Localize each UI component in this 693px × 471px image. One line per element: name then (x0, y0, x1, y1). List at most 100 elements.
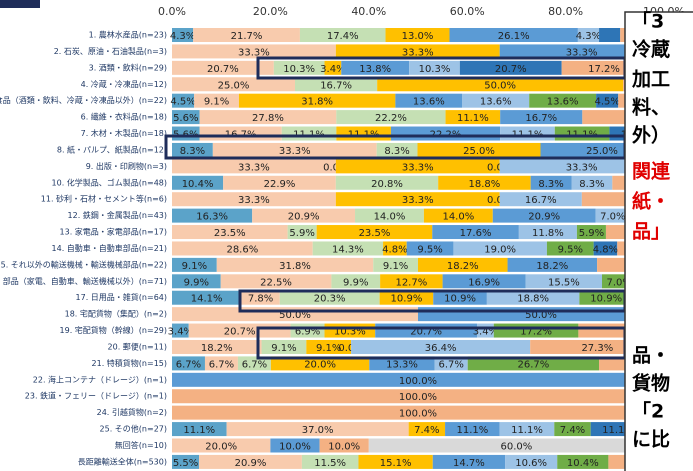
value-label: 33.3% (279, 146, 311, 157)
bar-segment (270, 356, 370, 371)
value-label: 100.0% (399, 392, 437, 403)
value-label: 14.0% (374, 212, 406, 223)
bar-segment (172, 225, 288, 240)
bar-segment (351, 339, 531, 354)
bar-segment (499, 422, 555, 437)
bar-segment (529, 93, 597, 108)
bar-segment (172, 389, 664, 404)
value-label: 10.4% (567, 458, 599, 469)
value-label: 14.3% (332, 244, 364, 255)
value-label: 9.9% (343, 277, 368, 288)
value-label: 5.6% (173, 113, 198, 124)
bar-segment (417, 142, 541, 157)
value-label: 100.0% (399, 409, 437, 420)
value-label: 8.3% (538, 179, 563, 190)
bar-segment (335, 175, 439, 190)
bar-segment (223, 175, 336, 190)
callout-line: 貨物 (632, 372, 670, 395)
value-label: 13.0% (402, 31, 434, 42)
value-label: 13.3% (386, 359, 418, 370)
value-label: 9.5% (558, 244, 583, 255)
value-label: 20.9% (288, 212, 320, 223)
bar-segment (358, 454, 433, 469)
bar-segment (492, 208, 596, 223)
plot: 0.0% 20.0% 40.0% 60.0% 80.0% 100.0% 1. 農林水産品(n… (0, 5, 685, 469)
bar-segment (252, 208, 356, 223)
bar-segment (172, 339, 262, 354)
bar-segment (418, 257, 508, 272)
callout-line: 外） (632, 124, 670, 147)
value-label: 33.3% (238, 195, 270, 206)
bar-segment (172, 454, 200, 469)
category-label: 9. 出版・印刷物(n=3) (86, 161, 167, 171)
category-label: 長距離輸送全体(n=530) (78, 456, 167, 466)
value-label: 8.3% (384, 146, 409, 157)
value-label: 3.4% (168, 327, 193, 338)
value-label: 7.8% (248, 294, 273, 305)
value-label: 11.1% (183, 425, 215, 436)
bar-segment (172, 241, 313, 256)
value-label: 14.1% (191, 294, 223, 305)
category-label: 無回答(n=10) (115, 440, 167, 450)
bar-segment (499, 44, 664, 59)
value-label: 4.3% (170, 31, 195, 42)
bar-segment (172, 77, 295, 92)
bar-segment (199, 110, 337, 125)
value-label: 9.1% (204, 97, 229, 108)
bar-segment (433, 290, 487, 305)
value-label: 16.7% (525, 113, 557, 124)
value-label: 15.5% (548, 277, 580, 288)
bar-segment (423, 208, 493, 223)
value-label: 25.0% (586, 146, 618, 157)
value-label: 7.4% (414, 425, 439, 436)
callout-line: 品」 (632, 221, 670, 243)
value-label: 18.2% (201, 343, 233, 354)
value-label: 31.8% (279, 261, 311, 272)
value-label: 15.1% (380, 458, 412, 469)
value-label: 18.8% (517, 294, 549, 305)
bar-segment (379, 290, 434, 305)
callout-line: 「3 (632, 10, 664, 33)
x-tick-label: 60.0% (450, 5, 485, 18)
bar-segment (194, 93, 239, 108)
bar-segment (172, 28, 194, 42)
bar-segment (172, 208, 253, 223)
callout-line: 品・ (632, 345, 670, 367)
bar-segment (467, 356, 600, 371)
bar-segment (445, 110, 501, 125)
value-label: 20.7% (224, 327, 256, 338)
value-label: 33.3% (402, 47, 434, 58)
bar-segment (499, 159, 664, 174)
callout-line: に比 (632, 429, 670, 451)
bar-segment (599, 28, 621, 42)
bar-segment (331, 274, 381, 289)
bar-segment (442, 274, 526, 289)
category-label: 10. 化学製品、ゴム製品(n=48) (52, 177, 167, 187)
value-label: 4.8% (382, 244, 407, 255)
category-label: 8. 紙・パルプ、紙製品(n=12) (57, 144, 167, 154)
value-label: 22.2% (375, 113, 407, 124)
category-label: 17. 日用品・雑貨(n=64) (76, 292, 167, 302)
category-label: 食品（酒類・飲料、冷蔵・冷凍品以外）(n=22) (0, 95, 167, 105)
bar-segment (172, 159, 336, 174)
bar-segment (312, 241, 384, 256)
category-label: 1. 農林水産品(n=23) (89, 30, 167, 40)
value-label: 33.3% (238, 162, 270, 173)
value-label: 21.7% (231, 31, 263, 42)
value-label: 50.0% (279, 310, 311, 321)
bar-segment (459, 60, 562, 75)
bar-segment (204, 356, 238, 371)
callout-line: 冷蔵 (632, 38, 670, 61)
bar-segment (499, 192, 582, 207)
bar-segment (295, 77, 378, 92)
bar-segment (525, 274, 603, 289)
value-label: 100.0% (399, 376, 437, 387)
value-label: 25.0% (463, 146, 495, 157)
bar-segment (453, 241, 547, 256)
value-label: 9.9% (184, 277, 209, 288)
bar-segment (237, 356, 271, 371)
bar-segment (301, 454, 359, 469)
value-label: 16.7% (525, 195, 557, 206)
bar-segment (279, 290, 380, 305)
bar-segment (341, 60, 410, 75)
